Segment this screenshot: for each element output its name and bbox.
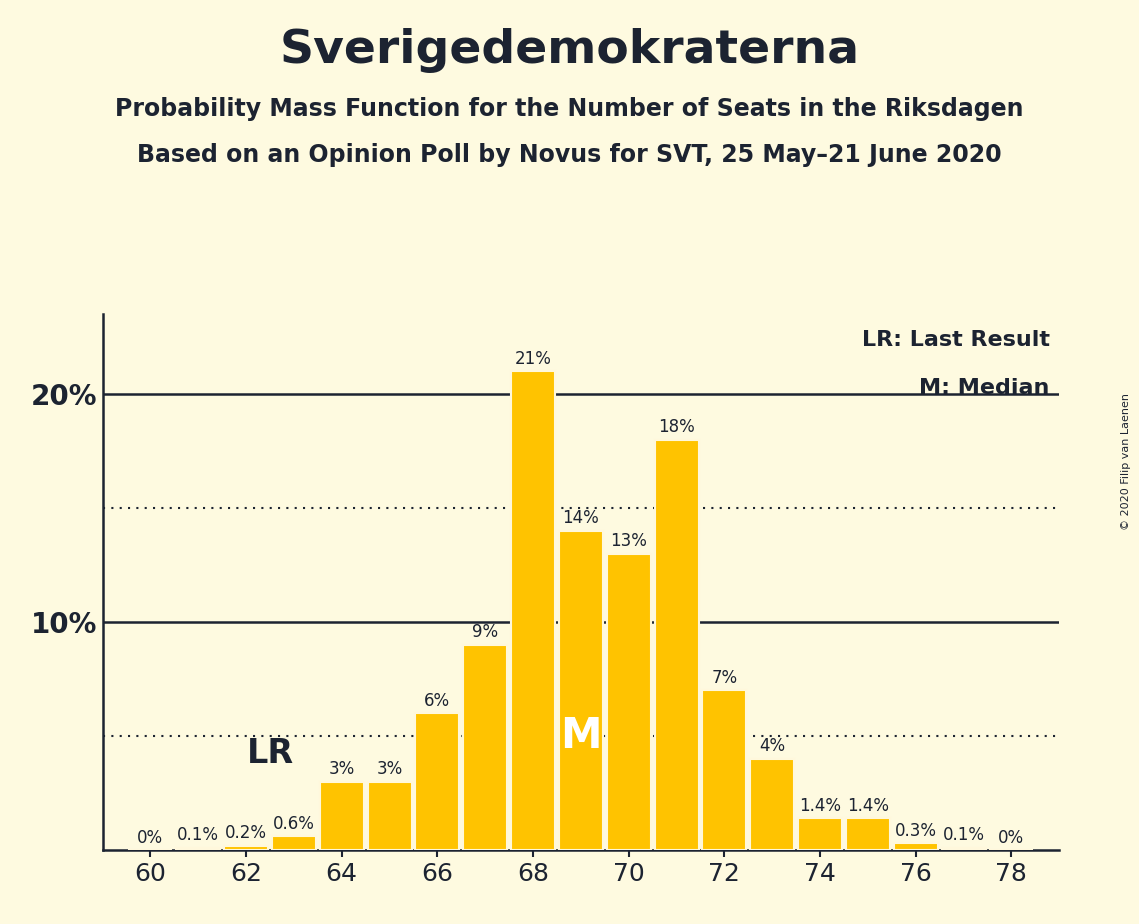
Text: 4%: 4% [760,737,785,756]
Bar [511,371,555,850]
Text: 0%: 0% [999,829,1024,846]
Bar [607,553,650,850]
Bar [224,845,268,850]
Text: 3%: 3% [376,760,403,778]
Text: 3%: 3% [328,760,355,778]
Bar [177,848,220,850]
Text: 1.4%: 1.4% [847,796,888,815]
Text: LR: Last Result: LR: Last Result [862,330,1050,350]
Bar [751,759,794,850]
Text: 0.2%: 0.2% [226,824,267,842]
Text: Sverigedemokraterna: Sverigedemokraterna [279,28,860,73]
Text: Based on an Opinion Poll by Novus for SVT, 25 May–21 June 2020: Based on an Opinion Poll by Novus for SV… [137,143,1002,167]
Text: LR: LR [246,737,294,771]
Text: 21%: 21% [515,350,551,368]
Bar [320,782,363,850]
Bar [368,782,411,850]
Text: 18%: 18% [658,419,695,436]
Text: 7%: 7% [712,669,737,687]
Bar [464,645,507,850]
Text: 0.1%: 0.1% [178,826,219,845]
Text: 6%: 6% [425,692,450,710]
Bar [416,713,459,850]
Text: M: M [560,715,601,757]
Bar [798,818,842,850]
Text: 0%: 0% [138,829,163,846]
Bar [846,818,890,850]
Text: © 2020 Filip van Laenen: © 2020 Filip van Laenen [1121,394,1131,530]
Bar [559,530,603,850]
Text: 0.3%: 0.3% [895,821,936,840]
Text: 14%: 14% [563,509,599,528]
Bar [703,690,746,850]
Text: 1.4%: 1.4% [800,796,841,815]
Bar [942,848,985,850]
Bar [894,844,937,850]
Text: 9%: 9% [473,624,498,641]
Text: 0.1%: 0.1% [943,826,984,845]
Bar [655,440,698,850]
Text: 13%: 13% [611,532,647,550]
Text: 0.6%: 0.6% [273,815,314,833]
Text: Probability Mass Function for the Number of Seats in the Riksdagen: Probability Mass Function for the Number… [115,97,1024,121]
Text: M: Median: M: Median [919,379,1050,398]
Bar [272,836,316,850]
